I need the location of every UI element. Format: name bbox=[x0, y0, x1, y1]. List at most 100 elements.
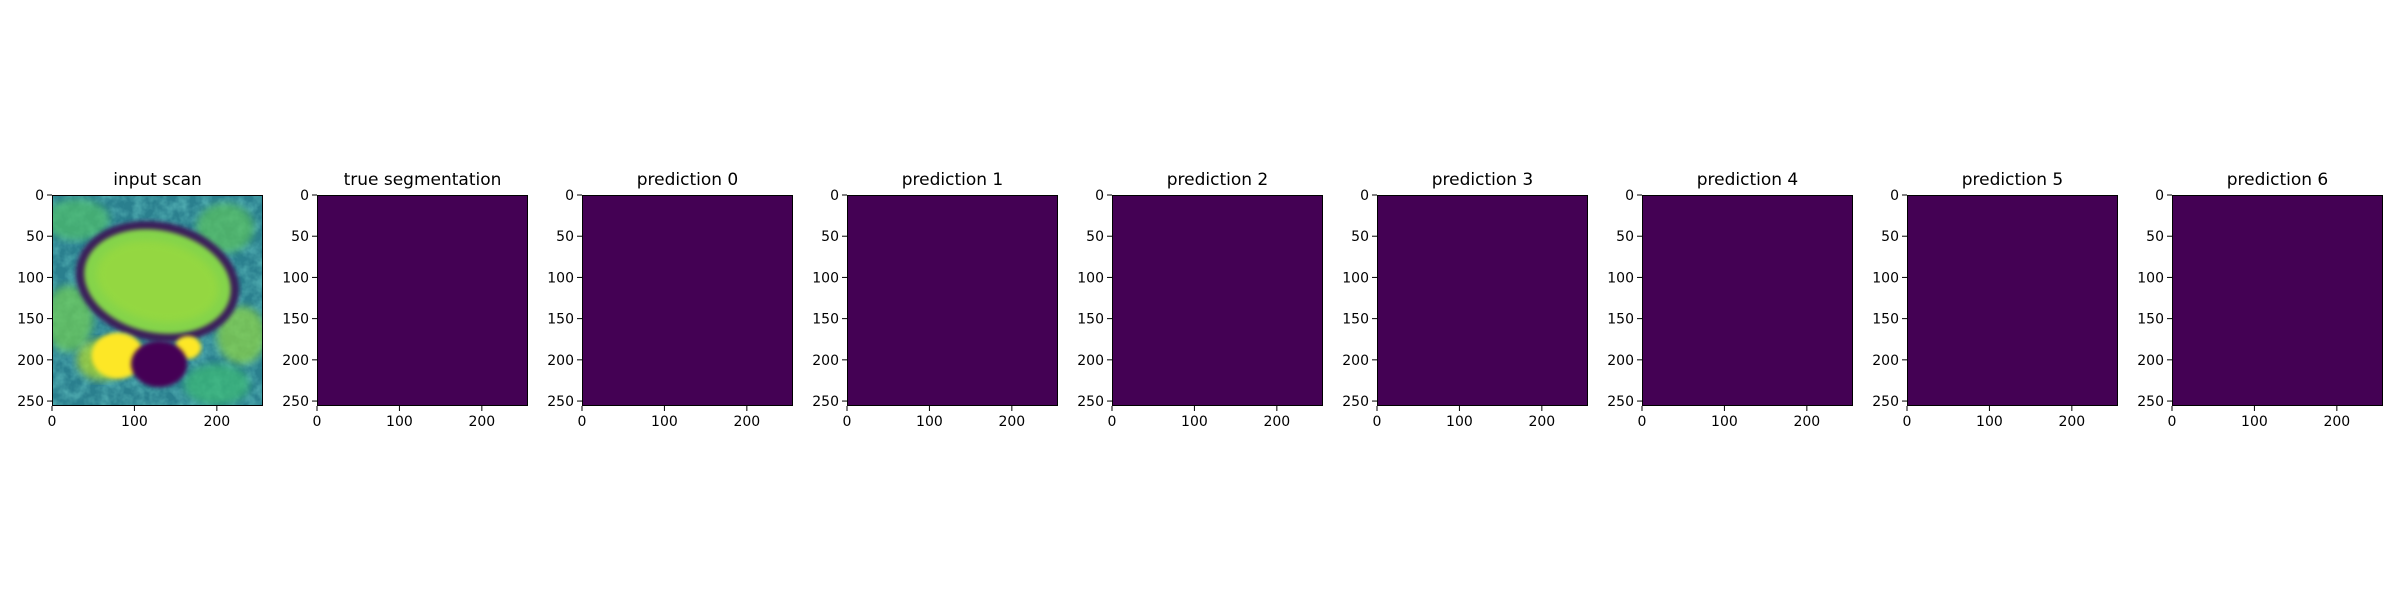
panel-title: true segmentation bbox=[344, 170, 502, 190]
y-tick-label: 200 bbox=[282, 353, 309, 369]
y-tick-label: 0 bbox=[35, 188, 44, 204]
scan-image bbox=[52, 195, 263, 406]
y-tick-label: 150 bbox=[547, 312, 574, 328]
x-tick-label: 200 bbox=[1263, 414, 1290, 430]
axes-frame bbox=[1377, 195, 1588, 406]
y-tick-label: 100 bbox=[17, 270, 44, 286]
y-tick-label: 200 bbox=[17, 353, 44, 369]
panel-title: prediction 2 bbox=[1167, 170, 1269, 190]
y-tick-label: 0 bbox=[300, 188, 309, 204]
x-tick-label: 100 bbox=[386, 414, 413, 430]
y-tick-label: 100 bbox=[1077, 270, 1104, 286]
x-tick-label: 100 bbox=[1976, 414, 2003, 430]
y-tick-label: 250 bbox=[17, 394, 44, 410]
panel-title: input scan bbox=[113, 170, 202, 190]
x-tick-label: 0 bbox=[48, 414, 57, 430]
y-tick-label: 250 bbox=[1872, 394, 1899, 410]
y-tick-label: 50 bbox=[821, 229, 839, 245]
segmentation-mask bbox=[582, 195, 793, 406]
y-tick-label: 0 bbox=[1890, 188, 1899, 204]
y-tick-label: 0 bbox=[1095, 188, 1104, 204]
segmentation-mask bbox=[317, 195, 528, 406]
axes-frame bbox=[1642, 195, 1853, 406]
y-tick-label: 0 bbox=[1360, 188, 1369, 204]
y-tick-label: 250 bbox=[282, 394, 309, 410]
x-tick-label: 0 bbox=[1373, 414, 1382, 430]
subplot-5: prediction 2 0 100 200 0 50 100 150 200 250 bbox=[1077, 170, 1323, 430]
subplot-6: prediction 3 0 100 200 0 50 100 150 200 250 bbox=[1342, 170, 1588, 430]
subplot-2: true segmentation 0 100 200 0 50 100 150 200 250 bbox=[282, 170, 528, 430]
y-tick-label: 100 bbox=[812, 270, 839, 286]
x-tick-label: 0 bbox=[1638, 414, 1647, 430]
axes-frame bbox=[1112, 195, 1323, 406]
y-tick-label: 50 bbox=[1616, 229, 1634, 245]
panels-group: input scan 0 100 200 0 50 100 150 200 250 true seg… bbox=[17, 170, 2383, 430]
x-tick-label: 200 bbox=[1793, 414, 1820, 430]
y-tick-label: 50 bbox=[26, 229, 44, 245]
subplot-3: prediction 0 0 100 200 0 50 100 150 200 250 bbox=[547, 170, 793, 430]
y-tick-label: 0 bbox=[830, 188, 839, 204]
x-tick-label: 200 bbox=[998, 414, 1025, 430]
y-tick-label: 250 bbox=[547, 394, 574, 410]
y-tick-label: 200 bbox=[1607, 353, 1634, 369]
y-tick-label: 100 bbox=[1607, 270, 1634, 286]
x-tick-label: 200 bbox=[2323, 414, 2350, 430]
y-tick-label: 150 bbox=[812, 312, 839, 328]
y-tick-label: 100 bbox=[1342, 270, 1369, 286]
axes-frame bbox=[582, 195, 793, 406]
x-tick-label: 0 bbox=[2168, 414, 2177, 430]
x-tick-label: 100 bbox=[2241, 414, 2268, 430]
x-tick-label: 0 bbox=[1903, 414, 1912, 430]
y-tick-label: 150 bbox=[1342, 312, 1369, 328]
segmentation-mask bbox=[1377, 195, 1588, 406]
x-tick-label: 0 bbox=[843, 414, 852, 430]
panel-title: prediction 0 bbox=[637, 170, 739, 190]
y-tick-label: 250 bbox=[2137, 394, 2164, 410]
y-tick-label: 150 bbox=[17, 312, 44, 328]
y-tick-label: 50 bbox=[1881, 229, 1899, 245]
segmentation-mask bbox=[1907, 195, 2118, 406]
y-tick-label: 250 bbox=[1342, 394, 1369, 410]
y-tick-label: 250 bbox=[1077, 394, 1104, 410]
y-tick-label: 150 bbox=[2137, 312, 2164, 328]
panel-title: prediction 4 bbox=[1697, 170, 1799, 190]
x-tick-label: 100 bbox=[651, 414, 678, 430]
panel-title: prediction 5 bbox=[1962, 170, 2064, 190]
subplot-9: prediction 6 0 100 200 0 50 100 150 200 250 bbox=[2137, 170, 2383, 430]
y-tick-label: 200 bbox=[1872, 353, 1899, 369]
x-tick-label: 200 bbox=[468, 414, 495, 430]
axes-frame bbox=[317, 195, 528, 406]
y-tick-label: 50 bbox=[291, 229, 309, 245]
y-tick-label: 150 bbox=[1872, 312, 1899, 328]
panel-title: prediction 3 bbox=[1432, 170, 1534, 190]
y-tick-label: 200 bbox=[547, 353, 574, 369]
x-tick-label: 100 bbox=[1446, 414, 1473, 430]
x-tick-label: 0 bbox=[578, 414, 587, 430]
segmentation-mask bbox=[847, 195, 1058, 406]
subplot-8: prediction 5 0 100 200 0 50 100 150 200 250 bbox=[1872, 170, 2118, 430]
x-tick-label: 200 bbox=[203, 414, 230, 430]
x-tick-label: 100 bbox=[121, 414, 148, 430]
panel-title: prediction 6 bbox=[2227, 170, 2329, 190]
axes-frame bbox=[1907, 195, 2118, 406]
segmentation-mask bbox=[1642, 195, 1853, 406]
x-tick-label: 200 bbox=[733, 414, 760, 430]
segmentation-mask bbox=[2172, 195, 2383, 406]
y-tick-label: 0 bbox=[1625, 188, 1634, 204]
x-tick-label: 100 bbox=[1181, 414, 1208, 430]
x-tick-label: 100 bbox=[916, 414, 943, 430]
y-tick-label: 200 bbox=[1342, 353, 1369, 369]
y-tick-label: 150 bbox=[1077, 312, 1104, 328]
segmentation-mask bbox=[1112, 195, 1323, 406]
y-tick-label: 200 bbox=[1077, 353, 1104, 369]
y-tick-label: 50 bbox=[1351, 229, 1369, 245]
y-tick-label: 250 bbox=[1607, 394, 1634, 410]
y-tick-label: 250 bbox=[812, 394, 839, 410]
y-tick-label: 150 bbox=[282, 312, 309, 328]
y-tick-label: 0 bbox=[2155, 188, 2164, 204]
axes-frame bbox=[847, 195, 1058, 406]
x-tick-label: 200 bbox=[2058, 414, 2085, 430]
x-tick-label: 0 bbox=[313, 414, 322, 430]
y-tick-label: 50 bbox=[1086, 229, 1104, 245]
